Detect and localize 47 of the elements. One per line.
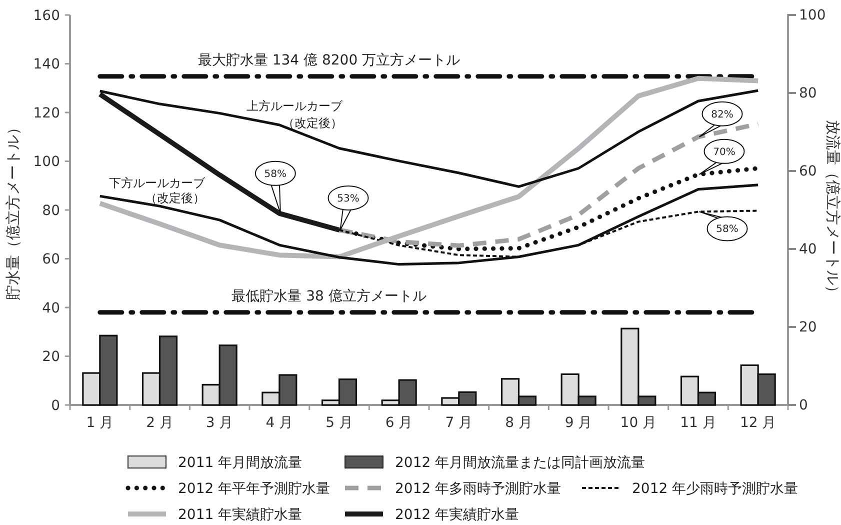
y2-tick-label: 20 bbox=[799, 319, 817, 336]
annotation: 53% bbox=[337, 193, 360, 204]
y-tick-label: 120 bbox=[33, 105, 60, 122]
y-tick-label: 40 bbox=[42, 300, 60, 316]
legend-label: 2012 年実績貯水量 bbox=[395, 506, 520, 523]
ref-line-label: 最低貯水量 38 億立方メートル bbox=[232, 288, 426, 304]
x-tick-label: 4 月 bbox=[266, 415, 294, 431]
y-tick-label: 80 bbox=[42, 202, 60, 219]
y2-tick-label: 40 bbox=[799, 241, 817, 258]
y2-tick-label: 80 bbox=[799, 85, 817, 102]
annotation: 82% bbox=[711, 109, 734, 120]
y-tick-label: 100 bbox=[33, 154, 60, 170]
y-axis-title: 貯水量（億立方メートル） bbox=[4, 120, 22, 300]
y-tick-label: 160 bbox=[33, 8, 60, 24]
y-tick-label: 140 bbox=[33, 56, 60, 73]
annotation: （改定後） bbox=[282, 116, 342, 130]
annotation: 58% bbox=[716, 224, 738, 236]
y2-tick-label: 100 bbox=[799, 7, 826, 24]
x-tick-label: 2 月 bbox=[146, 415, 174, 431]
y2-tick-label: 60 bbox=[799, 163, 817, 180]
ref-line-label: 最大貯水量 134 億 8200 万立方メートル bbox=[198, 52, 460, 68]
y2-axis-title: 放流量（億立方メートル） bbox=[824, 120, 841, 300]
x-tick-label: 8 月 bbox=[505, 415, 532, 431]
legend-label: 2012 年月間放流量または同計画放流量 bbox=[395, 454, 646, 471]
annotation: 上方ルールカーブ bbox=[246, 98, 344, 113]
x-tick-label: 7 月 bbox=[445, 415, 473, 431]
annotation: （改定後） bbox=[144, 191, 205, 206]
legend-label: 2011 年実績貯水量 bbox=[178, 506, 302, 523]
legend-label: 2012 年平年予測貯水量 bbox=[178, 480, 330, 497]
legend-label: 2012 年少雨時予測貯水量 bbox=[632, 480, 798, 497]
annotation: 58% bbox=[264, 168, 287, 180]
y-tick-label: 60 bbox=[42, 252, 60, 268]
legend-label: 2012 年多雨時予測貯水量 bbox=[395, 480, 562, 497]
y-tick-label: 20 bbox=[42, 349, 60, 366]
annotation: 下方ルールカーブ bbox=[108, 176, 206, 190]
x-tick-label: 3 月 bbox=[206, 415, 234, 431]
x-tick-label: 1 月 bbox=[86, 415, 114, 431]
annotation: 70% bbox=[713, 146, 736, 158]
x-tick-label: 12 月 bbox=[740, 415, 776, 431]
x-tick-label: 6 月 bbox=[385, 415, 413, 431]
legend-label: 2011 年月間放流量 bbox=[178, 454, 302, 471]
x-tick-label: 5 月 bbox=[326, 415, 353, 431]
y2-tick-label: 0 bbox=[799, 397, 808, 414]
y-tick-label: 0 bbox=[51, 398, 60, 414]
x-tick-label: 11 月 bbox=[680, 415, 716, 431]
x-tick-label: 9 月 bbox=[564, 415, 592, 431]
x-tick-label: 10 月 bbox=[620, 415, 657, 431]
